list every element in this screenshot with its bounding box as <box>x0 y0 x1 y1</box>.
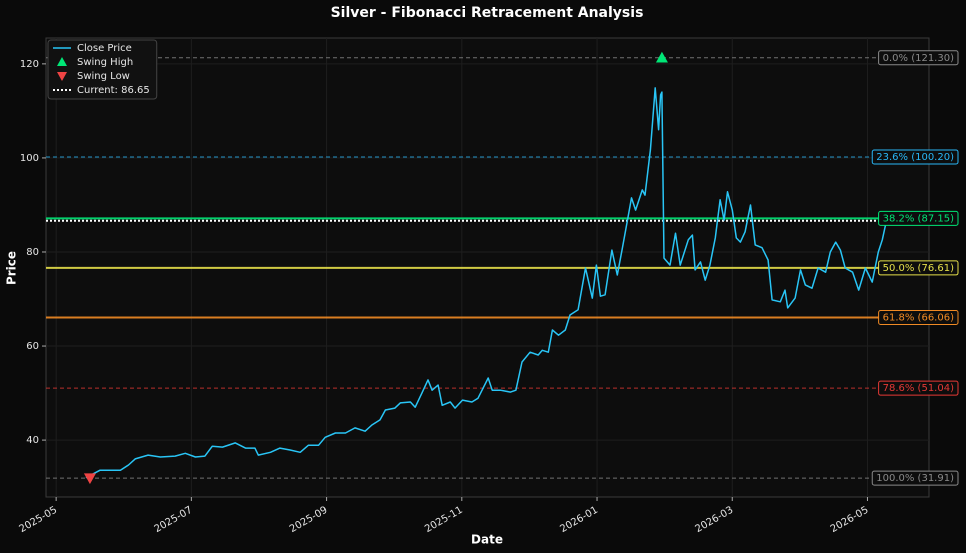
fib-label-text: 0.0% (121.30) <box>883 53 954 64</box>
x-tick-label: 2025-11 <box>423 505 465 535</box>
y-tick-label: 120 <box>20 59 39 70</box>
x-tick-label: 2025-09 <box>288 505 330 535</box>
legend-swatch <box>57 57 67 66</box>
fib-label: 61.8% (66.06) <box>878 310 959 326</box>
fib-label-text: 50.0% (76.61) <box>883 263 954 274</box>
fib-label-box <box>871 470 959 486</box>
x-tick-label: 2026-05 <box>829 505 871 535</box>
fib-label-text: 100.0% (31.91) <box>876 473 954 484</box>
legend-label: Close Price <box>77 43 132 54</box>
legend: Close Price Swing High Swing Low Current: 8… <box>47 39 158 100</box>
fib-label-box <box>878 50 959 66</box>
legend-label: Current: 86.65 <box>77 85 150 96</box>
y-tick-label: 60 <box>26 341 39 352</box>
fib-label: 50.0% (76.61) <box>878 260 959 276</box>
x-tick-label: 2026-01 <box>558 505 600 535</box>
fib-label: 0.0% (121.30) <box>878 50 959 66</box>
legend-swatch <box>57 72 67 81</box>
fib-label-text: 38.2% (87.15) <box>883 213 954 224</box>
x-tick-label: 2026-03 <box>694 505 736 535</box>
legend-label: Swing Low <box>77 71 130 82</box>
fib-label-text: 61.8% (66.06) <box>883 313 954 324</box>
y-tick-label: 80 <box>26 247 39 258</box>
x-tick-label: 2025-05 <box>17 505 59 535</box>
fib-label-text: 78.6% (51.04) <box>883 383 954 394</box>
fib-label: 23.6% (100.20) <box>871 149 959 165</box>
price-line <box>85 87 888 479</box>
swing-marker <box>655 51 668 63</box>
x-axis-title: Date <box>471 533 503 547</box>
swing-marker <box>83 473 96 485</box>
fib-label: 78.6% (51.04) <box>878 380 959 396</box>
fib-label: 38.2% (87.15) <box>878 210 959 226</box>
fib-label-text: 23.6% (100.20) <box>876 152 954 163</box>
fib-label-box <box>878 210 959 226</box>
fib-label: 100.0% (31.91) <box>871 470 959 486</box>
fib-label-box <box>878 380 959 396</box>
y-tick-label: 40 <box>26 435 39 446</box>
fib-label-box <box>878 260 959 276</box>
x-tick-label: 2025-07 <box>153 505 195 535</box>
legend-label: Swing High <box>77 57 133 68</box>
chart-title: Silver - Fibonacci Retracement Analysis <box>331 5 644 21</box>
y-tick-label: 100 <box>20 153 39 164</box>
fib-label-box <box>871 149 959 165</box>
y-axis-title: Price <box>5 251 19 285</box>
fib-label-box <box>878 310 959 326</box>
legend-box <box>47 39 158 100</box>
